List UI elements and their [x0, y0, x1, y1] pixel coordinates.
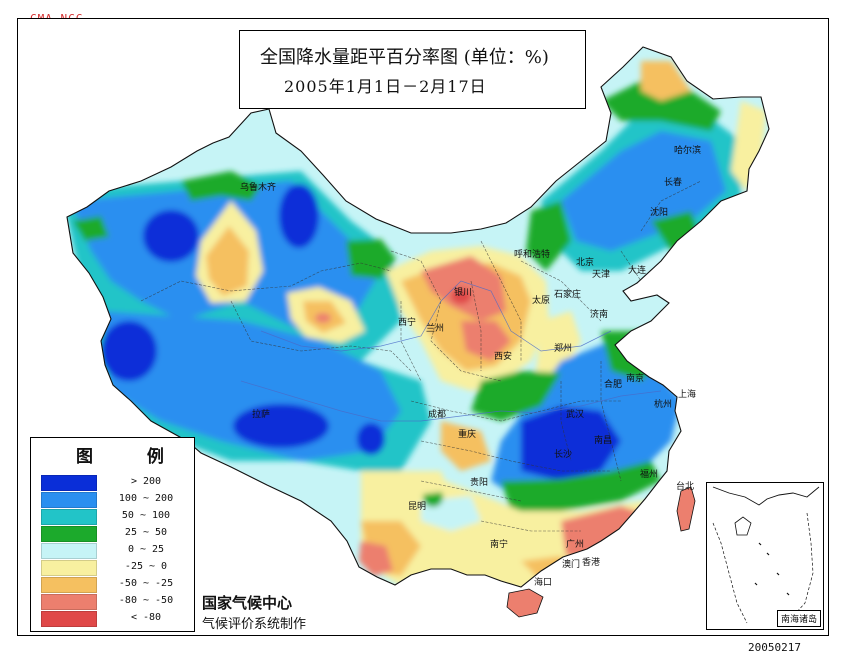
south-china-sea-inset: 南海诸岛 [706, 482, 824, 630]
legend-label: -25 ~ 0 [124, 561, 168, 572]
city-label: 拉萨 [252, 410, 271, 420]
legend-item: -50 ~ -25 [41, 577, 191, 593]
credit-system: 气候评价系统制作 [202, 617, 307, 632]
legend-swatch [41, 594, 97, 610]
legend-swatch [41, 577, 97, 593]
city-label: 呼和浩特 [514, 250, 551, 260]
city-label: 广州 [566, 540, 585, 550]
legend-label: 100 ~ 200 [118, 493, 174, 504]
city-label: 南昌 [594, 436, 613, 446]
china-border [66, 46, 770, 588]
legend-item: 0 ~ 25 [41, 543, 191, 559]
legend-label: < -80 [130, 612, 162, 623]
city-label: 贵阳 [470, 478, 489, 488]
legend-item: 100 ~ 200 [41, 492, 191, 508]
legend-swatch [41, 475, 97, 491]
legend-title: 图 例 [76, 447, 188, 467]
city-label: 济南 [590, 310, 609, 320]
map-frame [17, 18, 829, 636]
city-label: 西安 [494, 352, 513, 362]
city-label: 杭州 [654, 400, 673, 410]
inset-label: 南海诸岛 [776, 610, 821, 627]
legend-swatch [41, 492, 97, 508]
hainan-island [506, 588, 544, 618]
taiwan-island [676, 486, 696, 532]
credit-organization: 国家气候中心 [202, 594, 293, 612]
city-label: 福州 [640, 470, 659, 480]
legend-item: < -80 [41, 611, 191, 627]
city-label: 合肥 [604, 380, 623, 390]
city-label: 南宁 [490, 540, 509, 550]
city-label: 重庆 [458, 430, 477, 440]
legend-swatch [41, 560, 97, 576]
legend-swatch [41, 509, 97, 525]
legend-item: 50 ~ 100 [41, 509, 191, 525]
legend-label: -50 ~ -25 [118, 578, 174, 589]
city-label: 海口 [534, 578, 553, 588]
city-label: 北京 [576, 258, 595, 268]
city-label: 南京 [626, 374, 645, 384]
date-stamp: 20050217 [748, 641, 801, 654]
legend-label: -80 ~ -50 [118, 595, 174, 606]
legend-item: -25 ~ 0 [41, 560, 191, 576]
city-label: 沈阳 [650, 208, 669, 218]
city-label: 大连 [628, 266, 647, 276]
city-label: 天津 [592, 270, 611, 280]
inset-map [712, 486, 820, 624]
map-date-range: 2005年1月1日－2月17日 [284, 77, 487, 96]
anomaly-shading [67, 47, 769, 587]
legend-item: > 200 [41, 475, 191, 491]
legend-swatch [41, 543, 97, 559]
city-label: 郑州 [554, 344, 573, 354]
city-label: 西宁 [398, 318, 417, 328]
city-label: 成都 [428, 410, 447, 420]
city-label: 武汉 [566, 410, 585, 420]
city-label: 银川 [454, 288, 473, 298]
legend-swatch [41, 611, 97, 627]
city-label: 昆明 [408, 502, 427, 512]
city-label: 哈尔滨 [674, 146, 702, 156]
legend-item: -80 ~ -50 [41, 594, 191, 610]
city-label: 兰州 [426, 324, 445, 334]
map-title-box: 全国降水量距平百分率图 (单位：%) 2005年1月1日－2月17日 [239, 30, 586, 109]
city-label: 香港 [582, 558, 601, 568]
city-label: 澳门 [562, 560, 581, 570]
legend-label: 0 ~ 25 [127, 544, 165, 555]
legend-label: 50 ~ 100 [121, 510, 171, 521]
precipitation-anomaly-map [66, 46, 770, 618]
city-label: 台北 [676, 482, 695, 492]
legend-label: > 200 [130, 476, 162, 487]
legend-swatch [41, 526, 97, 542]
city-label: 上海 [678, 390, 697, 400]
map-title: 全国降水量距平百分率图 (单位：%) [260, 47, 549, 68]
city-label: 长春 [664, 178, 683, 188]
city-label: 乌鲁木齐 [240, 183, 277, 193]
city-label: 长沙 [554, 450, 573, 460]
city-label: 石家庄 [554, 290, 582, 300]
legend-item: 25 ~ 50 [41, 526, 191, 542]
legend: 图 例 > 200 100 ~ 200 50 ~ 100 25 ~ 50 0 ~… [30, 437, 195, 632]
legend-label: 25 ~ 50 [124, 527, 168, 538]
city-label: 太原 [532, 296, 551, 306]
